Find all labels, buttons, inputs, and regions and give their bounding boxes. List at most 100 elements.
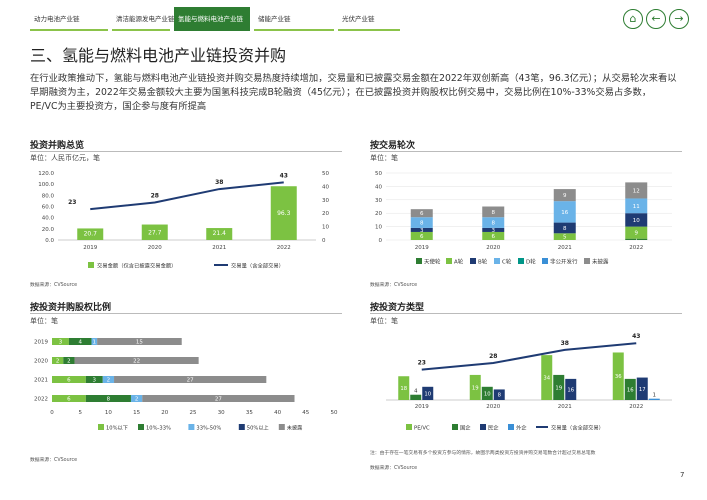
investor-bar [410,394,422,400]
equity-segment-label: 27 [215,397,222,403]
round-segment-label: 6 [420,211,424,217]
y-left-tick-label: 40.0 [42,216,55,222]
volume-line-label: 38 [561,340,569,347]
equity-segment-label: 3 [93,378,97,384]
round-segment-label: 9 [563,193,567,199]
tab-clean-energy[interactable]: 清洁能源发电产业链 [112,7,175,31]
volume-line-label: 38 [215,179,223,186]
legend-swatch [494,258,500,264]
round-segment [410,227,433,232]
amount-bar-label: 27.7 [148,229,162,236]
legend-volume-label: 交易量（含全部交易） [231,262,284,270]
legend-label: A轮 [454,258,464,266]
overview-title: 投资并购总览 [30,141,85,151]
investor-bar-label: 36 [615,374,622,380]
legend-amount-label: 交易金额（仅含已披露交易金额） [97,262,176,270]
y-tick-label: 2022 [34,397,48,403]
legend-label: 10%-33% [146,426,171,432]
tab-energy-storage[interactable]: 储能产业链 [254,7,334,31]
round-segment-label: 8 [563,226,567,232]
amount-bar [77,228,104,240]
y-right-tick-label: 30 [322,198,329,204]
investor-note: 注：由于存在一笔交易有多个投资方参与的情形，故图示两类投资方投资并购交易笔数合计… [370,451,596,456]
equity-segment-label: 3 [59,340,63,346]
forward-arrow-icon[interactable]: → [669,9,689,29]
x-tick-label: 2020 [486,245,500,251]
x-tick-label: 2021 [558,404,572,410]
equity-segment [68,338,92,345]
y-right-tick-label: 20 [322,211,329,217]
round-segment-label: 1 [635,237,639,243]
investor-bar-label: 16 [627,387,634,393]
rounds-title: 按交易轮次 [370,141,416,151]
overview-chart: 0.0 20.0 40.0 60.0 80.0 100.0 120.0 0 10 20 30 40 50… [38,171,329,270]
back-arrow-icon[interactable]: ← [646,9,666,29]
page-description: 在行业政策推动下，氢能与燃料电池产业链投资并购交易热度持续增加，交易量和已披露交… [30,73,677,112]
volume-line-label: 43 [632,333,640,340]
investor-bar-label: 10 [424,391,431,397]
equity-segment [97,338,182,345]
round-segment [553,222,576,234]
legend-swatch [188,424,195,430]
investor-bar [481,386,493,400]
equity-segment [114,376,267,383]
investor-bar [493,389,505,400]
y-right-tick-label: 0 [322,238,326,244]
investor-unit: 单位：笔 [370,317,398,325]
round-segment [553,201,576,223]
y-tick-label: 2021 [34,378,48,384]
x-tick-label: 45 [302,410,309,416]
home-icon[interactable]: ⌂ [623,9,643,29]
volume-line [90,181,284,211]
round-segment [410,231,433,240]
investor-chart: 18 4 10 2019 19 10 8 2020 34 19 16 2021 36 16 17 1 2022 2… [386,333,672,432]
page-title: 三、氢能与燃料电池产业链投资并购 [30,46,287,65]
legend-label: 外企 [516,424,527,432]
equity-segment-label: 8 [107,397,111,403]
round-segment [410,209,433,218]
investor-bar-label: 34 [543,376,550,382]
y-left-tick-label: 80.0 [42,193,55,199]
round-segment-label: 9 [635,231,639,237]
legend-label: 国企 [460,424,471,432]
legend-label: PE/VC [414,426,430,432]
legend-swatch [470,258,476,264]
legend-volume-label: 交易量（含全部交易） [551,424,604,432]
investor-bar [541,355,553,400]
equity-source: 数据来源：CVSource [30,458,78,463]
y-tick-label: 30 [375,198,382,204]
investor-bar-label: 19 [472,385,479,391]
investor-bar [636,377,648,400]
top-navigation: 动力电池产业链 清洁能源发电产业链 氢能与燃料电池产业链 储能产业链 光伏产业链… [0,0,707,36]
amount-bar-label: 20.7 [84,230,98,237]
x-tick-label: 35 [246,410,253,416]
x-tick-label: 2020 [486,404,500,410]
tab-power-battery[interactable]: 动力电池产业链 [30,7,108,31]
equity-segment-label: 2 [107,378,111,384]
y-left-tick-label: 0.0 [45,238,54,244]
round-segment [625,198,648,214]
amount-bar-label: 96.3 [277,210,291,217]
round-segment-label: 6 [420,234,424,240]
equity-title: 按投资并购股权比例 [30,303,112,313]
overview-divider [30,151,342,152]
x-tick-label: 0 [50,410,54,416]
legend-swatch [480,424,486,430]
equity-unit: 单位：笔 [30,317,58,325]
investor-title: 按投资方类型 [370,303,425,313]
equity-segment-label: 15 [136,340,143,346]
overview-source: 数据来源：CVSource [30,283,78,288]
investor-bar-label: 4 [414,389,418,395]
tab-hydrogen-fuel-cell[interactable]: 氢能与燃料电池产业链 [174,7,250,31]
y-tick-label: 2019 [34,340,48,346]
round-segment-label: 8 [420,221,424,227]
rounds-chart: 0102030405063862019638820205816920211910… [375,171,672,266]
tab-photovoltaic[interactable]: 光伏产业链 [338,7,400,31]
equity-segment [52,376,86,383]
y-right-tick-label: 10 [322,225,329,231]
x-tick-label: 20 [161,410,168,416]
x-tick-label: 5 [78,410,82,416]
volume-line-label: 43 [280,172,288,179]
equity-segment [85,395,131,402]
